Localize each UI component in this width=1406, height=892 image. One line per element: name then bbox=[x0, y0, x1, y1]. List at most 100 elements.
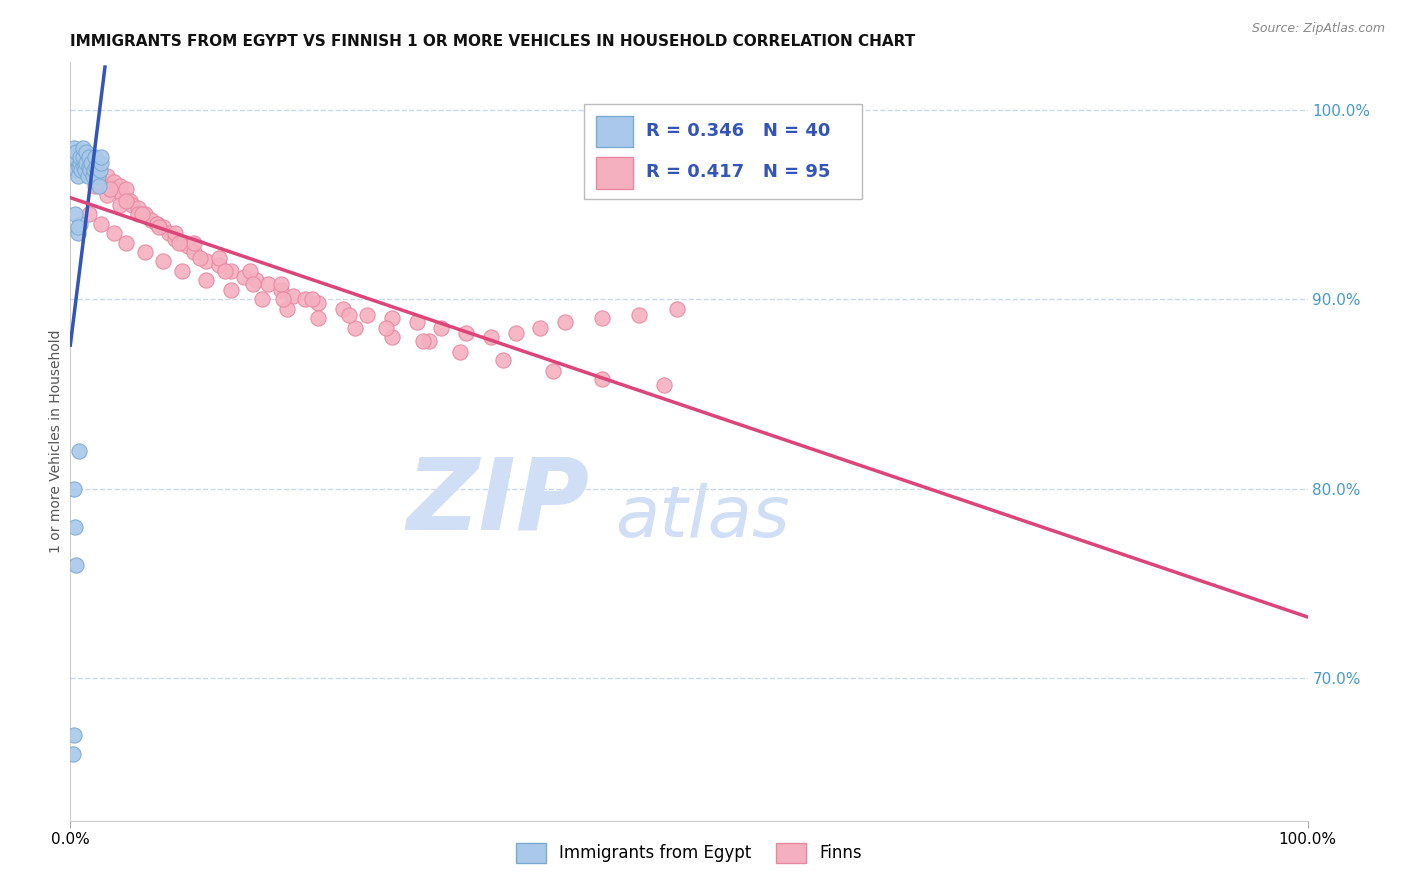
Point bbox=[374, 320, 396, 334]
Point bbox=[591, 311, 613, 326]
Point bbox=[134, 244, 156, 259]
Point bbox=[356, 308, 378, 322]
Y-axis label: 1 or more Vehicles in Household: 1 or more Vehicles in Household bbox=[49, 330, 63, 553]
Point bbox=[90, 150, 112, 164]
Point bbox=[75, 163, 97, 178]
Point bbox=[63, 141, 86, 155]
Point bbox=[242, 277, 264, 292]
Point bbox=[115, 235, 138, 250]
Point bbox=[294, 293, 316, 307]
Point bbox=[65, 145, 87, 159]
Point bbox=[430, 320, 453, 334]
Point bbox=[449, 345, 471, 359]
Point bbox=[84, 160, 107, 174]
Point bbox=[165, 232, 187, 246]
Point bbox=[86, 175, 108, 189]
Point bbox=[77, 160, 100, 174]
Text: IMMIGRANTS FROM EGYPT VS FINNISH 1 OR MORE VEHICLES IN HOUSEHOLD CORRELATION CHA: IMMIGRANTS FROM EGYPT VS FINNISH 1 OR MO… bbox=[70, 34, 915, 49]
Point bbox=[188, 251, 211, 265]
Text: ZIP: ZIP bbox=[406, 454, 591, 550]
Point bbox=[69, 156, 91, 170]
Point bbox=[63, 482, 86, 496]
Point bbox=[529, 320, 551, 334]
Point bbox=[90, 217, 112, 231]
Point bbox=[76, 169, 98, 183]
Point bbox=[456, 326, 478, 341]
FancyBboxPatch shape bbox=[583, 104, 862, 199]
Point bbox=[177, 239, 200, 253]
Legend: Immigrants from Egypt, Finns: Immigrants from Egypt, Finns bbox=[509, 837, 869, 869]
Point bbox=[146, 217, 169, 231]
Text: R = 0.417   N = 95: R = 0.417 N = 95 bbox=[645, 163, 830, 181]
Point bbox=[79, 163, 101, 178]
Point bbox=[652, 377, 675, 392]
Point bbox=[195, 273, 218, 287]
Point bbox=[62, 747, 84, 762]
Point bbox=[628, 308, 651, 322]
Point bbox=[554, 315, 576, 329]
Point bbox=[87, 178, 110, 193]
Point bbox=[665, 301, 688, 316]
Point bbox=[69, 217, 91, 231]
Point bbox=[77, 150, 100, 164]
Point bbox=[103, 226, 125, 240]
Point bbox=[72, 141, 94, 155]
Point bbox=[82, 169, 104, 183]
Point bbox=[541, 364, 564, 378]
Point bbox=[281, 288, 304, 302]
Point bbox=[65, 150, 87, 164]
Point bbox=[170, 235, 193, 250]
Point bbox=[86, 169, 108, 183]
Point bbox=[98, 182, 121, 196]
Point bbox=[80, 156, 103, 170]
Point bbox=[332, 301, 354, 316]
Point bbox=[75, 163, 97, 178]
Text: R = 0.346   N = 40: R = 0.346 N = 40 bbox=[645, 121, 830, 140]
Point bbox=[170, 264, 193, 278]
Point bbox=[245, 273, 267, 287]
Point bbox=[65, 520, 87, 534]
Point bbox=[98, 182, 121, 196]
Point bbox=[94, 178, 117, 193]
Point bbox=[84, 178, 107, 193]
Point bbox=[96, 169, 118, 183]
Point bbox=[381, 330, 404, 344]
Point bbox=[108, 178, 131, 193]
Point bbox=[82, 160, 104, 174]
Point bbox=[105, 182, 128, 196]
Point bbox=[405, 315, 427, 329]
FancyBboxPatch shape bbox=[596, 157, 633, 189]
Point bbox=[89, 163, 111, 178]
Point bbox=[131, 207, 153, 221]
Point bbox=[62, 156, 84, 170]
Point bbox=[67, 444, 90, 458]
Point bbox=[73, 160, 96, 174]
Point bbox=[219, 283, 242, 297]
Point bbox=[337, 308, 360, 322]
Point bbox=[84, 169, 107, 183]
Point bbox=[103, 175, 125, 189]
Point bbox=[418, 334, 440, 348]
Point bbox=[65, 163, 87, 178]
Point bbox=[301, 293, 323, 307]
Point bbox=[65, 558, 87, 572]
Point bbox=[115, 194, 138, 208]
Point bbox=[111, 188, 134, 202]
Point bbox=[270, 277, 292, 292]
Point bbox=[69, 150, 91, 164]
Point bbox=[257, 277, 280, 292]
Point bbox=[72, 150, 94, 164]
Point bbox=[96, 188, 118, 202]
Point bbox=[195, 254, 218, 268]
Point bbox=[75, 156, 97, 170]
Point bbox=[381, 311, 404, 326]
Point bbox=[127, 207, 149, 221]
Point bbox=[343, 320, 366, 334]
Point bbox=[86, 163, 108, 178]
Point bbox=[139, 212, 162, 227]
Point bbox=[492, 353, 515, 368]
Point bbox=[121, 197, 143, 211]
Point bbox=[157, 226, 180, 240]
Point bbox=[250, 293, 273, 307]
Point bbox=[70, 163, 93, 178]
